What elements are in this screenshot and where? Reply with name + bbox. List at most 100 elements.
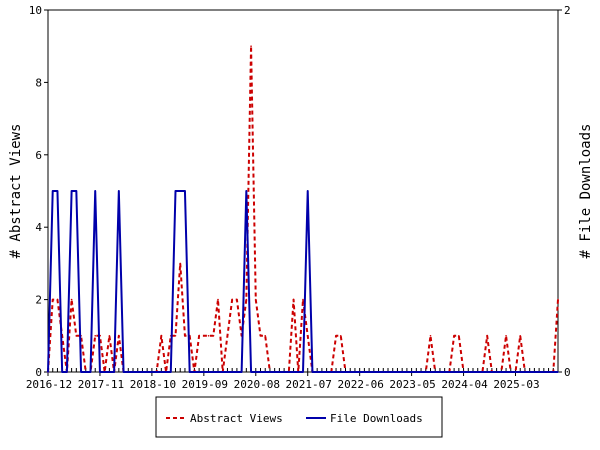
x-tick-label: 2016-12 — [26, 378, 72, 391]
data-point-abstract-views — [519, 335, 522, 337]
data-point-abstract-views — [236, 298, 238, 301]
data-point-file-downloads — [155, 371, 158, 373]
data-point-abstract-views — [70, 298, 73, 301]
data-point-file-downloads — [47, 371, 49, 373]
data-point-file-downloads — [264, 371, 267, 373]
data-point-file-downloads — [80, 371, 82, 373]
y-right-ticks: 02 — [558, 4, 571, 379]
data-point-file-downloads — [406, 371, 408, 373]
data-point-file-downloads — [226, 371, 229, 373]
data-point-file-downloads — [552, 371, 555, 373]
data-point-file-downloads — [75, 190, 78, 192]
data-point-file-downloads — [141, 371, 144, 373]
data-point-abstract-views — [505, 335, 507, 337]
data-point-abstract-views — [56, 298, 59, 301]
data-point-file-downloads — [439, 371, 441, 373]
data-point-file-downloads — [278, 371, 281, 373]
data-point-abstract-views — [302, 298, 304, 301]
data-point-file-downloads — [368, 371, 370, 373]
data-point-file-downloads — [184, 190, 186, 192]
data-point-file-downloads — [269, 371, 271, 373]
data-point-file-downloads — [547, 371, 550, 373]
data-point-file-downloads — [306, 190, 309, 192]
data-point-abstract-views — [259, 335, 262, 337]
data-point-file-downloads — [84, 371, 87, 373]
data-point-file-downloads — [240, 371, 243, 373]
y-right-tick-label: 0 — [564, 366, 571, 379]
data-point-file-downloads — [70, 190, 73, 192]
data-point-file-downloads — [486, 371, 488, 373]
data-point-abstract-views — [94, 335, 97, 337]
data-point-abstract-views — [429, 335, 432, 337]
data-point-file-downloads — [283, 371, 285, 373]
data-point-file-downloads — [401, 371, 403, 373]
data-point-abstract-views — [458, 335, 460, 337]
data-point-file-downloads — [217, 371, 219, 373]
data-point-file-downloads — [538, 371, 540, 373]
data-point-file-downloads — [420, 371, 422, 373]
legend-label-file-downloads: File Downloads — [330, 412, 423, 425]
data-point-file-downloads — [358, 371, 361, 373]
data-point-file-downloads — [325, 371, 328, 373]
data-point-file-downloads — [434, 371, 437, 373]
data-point-file-downloads — [429, 371, 432, 373]
data-point-file-downloads — [198, 371, 200, 373]
data-point-abstract-views — [335, 335, 337, 337]
data-point-abstract-views — [254, 298, 257, 301]
y-left-tick-label: 2 — [35, 294, 42, 307]
data-point-abstract-views — [108, 335, 111, 337]
legend: Abstract Views File Downloads — [155, 396, 443, 438]
data-point-file-downloads — [387, 371, 389, 373]
data-point-file-downloads — [231, 371, 233, 373]
data-point-file-downloads — [113, 371, 115, 373]
x-tick-label: 2021-07 — [286, 378, 332, 391]
data-point-file-downloads — [543, 371, 545, 373]
data-point-file-downloads — [103, 371, 106, 373]
data-point-file-downloads — [495, 371, 498, 373]
data-point-file-downloads — [339, 371, 342, 373]
data-point-file-downloads — [56, 190, 59, 192]
data-point-file-downloads — [491, 371, 493, 373]
data-point-file-downloads — [363, 371, 366, 373]
data-point-abstract-views — [51, 298, 54, 301]
data-point-file-downloads — [51, 190, 54, 192]
data-point-file-downloads — [207, 371, 210, 373]
data-point-file-downloads — [382, 371, 385, 373]
data-point-file-downloads — [212, 371, 215, 373]
legend-box — [155, 396, 443, 438]
data-point-file-downloads — [509, 371, 512, 373]
data-point-abstract-views — [207, 335, 210, 337]
data-point-file-downloads — [193, 371, 196, 373]
y-right-axis-title: # File Downloads — [578, 124, 594, 259]
data-point-file-downloads — [316, 371, 318, 373]
data-point-file-downloads — [467, 371, 470, 373]
x-tick-label: 2020-08 — [234, 378, 280, 391]
data-point-file-downloads — [203, 371, 205, 373]
data-point-abstract-views — [486, 335, 488, 337]
data-point-file-downloads — [221, 371, 224, 373]
data-point-abstract-views — [212, 335, 215, 337]
x-tick-label: 2025-03 — [493, 378, 539, 391]
y-left-axis-title: # Abstract Views — [8, 124, 24, 259]
data-point-file-downloads — [443, 371, 446, 373]
data-point-file-downloads — [533, 371, 536, 373]
x-ticks: 2016-12 2017-11 2018-10 2019-09 2020-08 2021-… — [26, 368, 559, 391]
data-point-abstract-views — [231, 298, 233, 301]
data-point-file-downloads — [122, 371, 125, 373]
data-point-abstract-views — [264, 335, 267, 337]
data-point-file-downloads — [557, 371, 559, 373]
data-point-file-downloads — [151, 371, 153, 373]
data-point-file-downloads — [472, 371, 474, 373]
data-point-file-downloads — [259, 371, 262, 373]
data-point-file-downloads — [160, 371, 163, 373]
data-point-file-downloads — [61, 371, 63, 373]
data-point-abstract-views — [292, 298, 295, 301]
data-point-file-downloads — [302, 371, 304, 373]
plot-frame — [47, 9, 559, 373]
data-point-file-downloads — [179, 190, 182, 192]
data-point-file-downloads — [321, 371, 323, 373]
y-left-ticks: 0 2 4 6 8 10 — [29, 4, 48, 379]
data-point-file-downloads — [448, 371, 451, 373]
y-left-tick-label: 10 — [29, 4, 42, 17]
